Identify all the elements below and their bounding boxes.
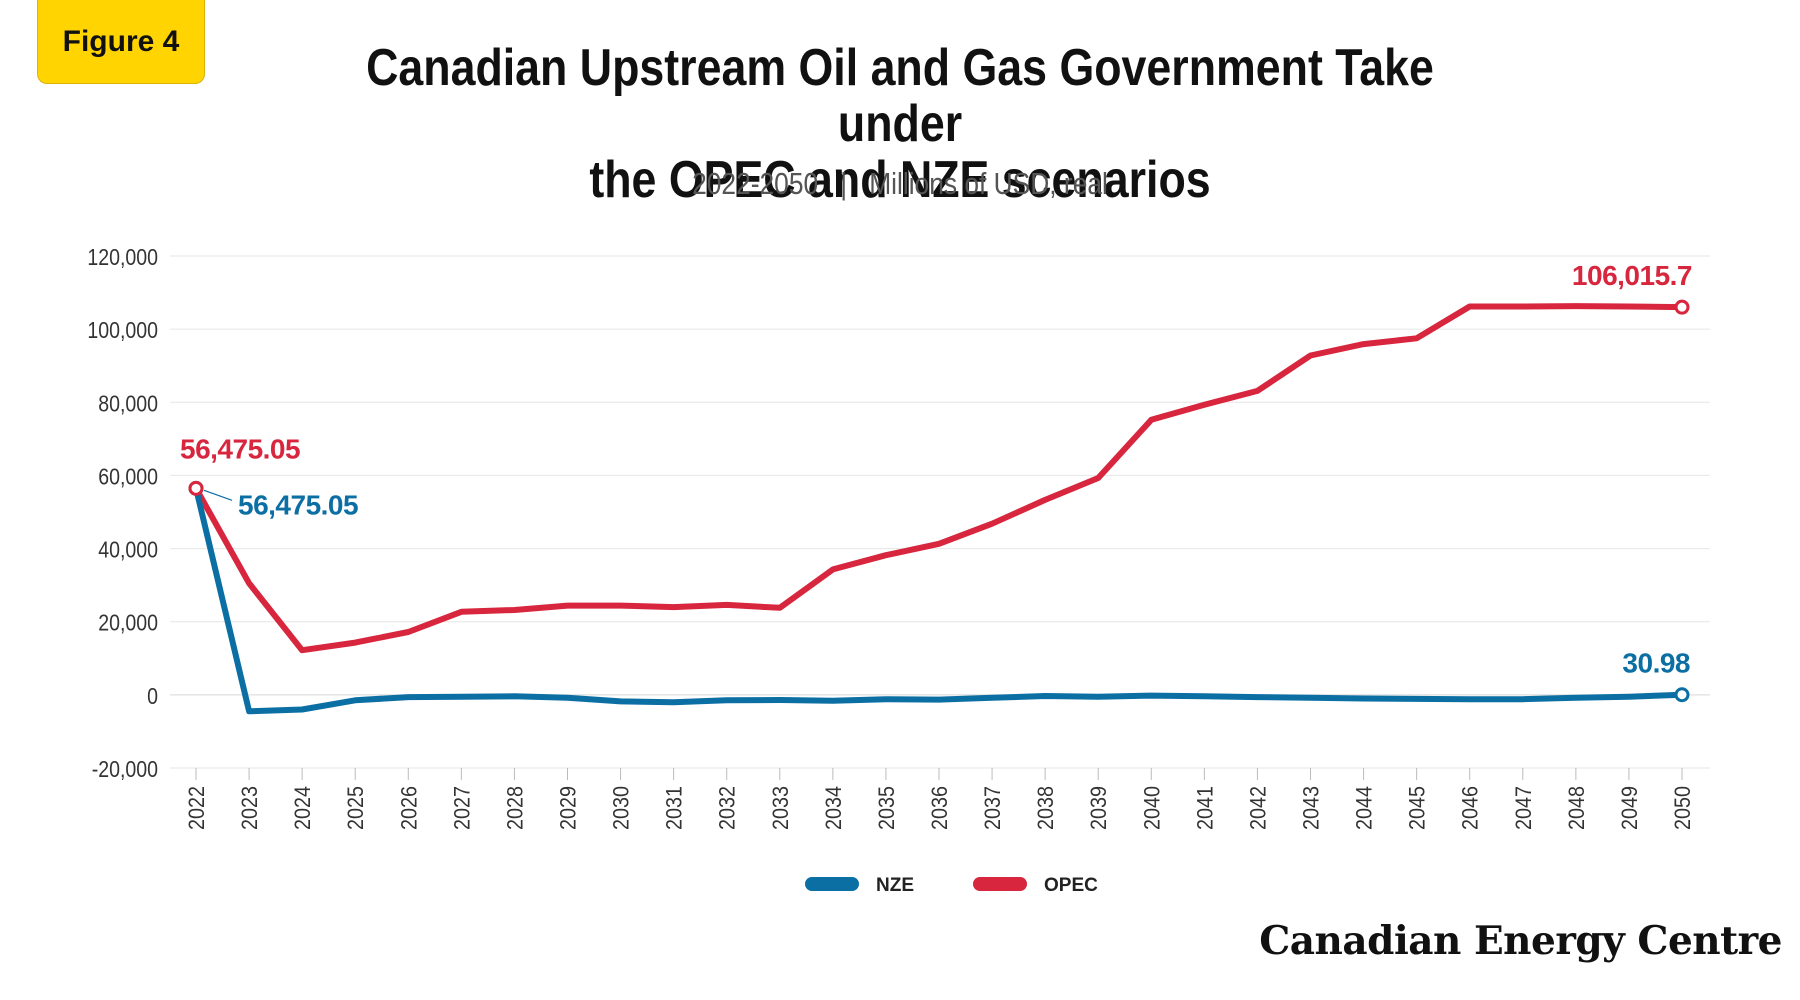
endpoint-marker-nze xyxy=(1674,687,1690,703)
x-tick-label: 2032 xyxy=(716,786,740,830)
endpoint-marker-opec xyxy=(188,480,204,496)
series-line-nze xyxy=(193,485,1685,715)
x-tick-label: 2031 xyxy=(663,786,687,830)
x-tick-label: 2038 xyxy=(1034,786,1058,830)
x-tick-label: 2035 xyxy=(875,786,899,830)
endpoint-marker-opec xyxy=(1674,299,1690,315)
x-tick-label: 2050 xyxy=(1671,786,1695,830)
x-tick-label: 2030 xyxy=(610,786,634,830)
legend-label-nze: NZE xyxy=(876,875,914,896)
x-tick-label: 2041 xyxy=(1193,786,1217,830)
x-tick-label: 2036 xyxy=(928,786,952,830)
data-label-opec: 106,015.7 xyxy=(1572,260,1692,291)
x-tick-label: 2049 xyxy=(1618,786,1642,830)
figure-badge: Figure 4 xyxy=(37,0,205,84)
x-tick-label: 2042 xyxy=(1247,786,1271,830)
x-tick-label: 2022 xyxy=(185,786,209,830)
chart-title: Canadian Upstream Oil and Gas Government… xyxy=(341,40,1459,208)
y-tick-label: 0 xyxy=(147,683,158,709)
chart-title-line-2: the OPEC and NZE scenarios xyxy=(589,151,1211,209)
x-tick-label: 2029 xyxy=(557,786,581,830)
x-tick-label: 2027 xyxy=(450,786,474,830)
chart-title-line-1: Canadian Upstream Oil and Gas Government… xyxy=(366,39,1434,153)
x-tick-label: 2026 xyxy=(397,786,421,830)
y-tick-label: 40,000 xyxy=(98,537,158,563)
data-label-nze: 30.98 xyxy=(1622,648,1690,679)
x-tick-label: 2046 xyxy=(1459,786,1483,830)
y-tick-label: 20,000 xyxy=(98,610,158,636)
x-tick-label: 2045 xyxy=(1406,786,1430,830)
y-tick-label: -20,000 xyxy=(92,757,158,783)
y-tick-label: 80,000 xyxy=(98,391,158,417)
subtitle-separator: | xyxy=(840,166,848,201)
y-tick-label: 100,000 xyxy=(87,318,158,344)
x-tick-label: 2043 xyxy=(1300,786,1324,830)
x-tick-label: 2039 xyxy=(1087,786,1111,830)
data-label-nze: 56,475.05 xyxy=(238,489,358,520)
x-tick-label: 2023 xyxy=(238,786,262,830)
chart-subtitle: 2022-2050 | Millions of USD, real xyxy=(560,166,1240,202)
series-line-opec xyxy=(193,303,1685,654)
x-tick-label: 2048 xyxy=(1565,786,1589,830)
brand-logo: Canadian Energy Centre xyxy=(1259,918,1782,964)
x-tick-label: 2040 xyxy=(1140,786,1164,830)
x-tick-label: 2025 xyxy=(344,786,368,830)
y-tick-label: 60,000 xyxy=(98,464,158,490)
x-tick-label: 2047 xyxy=(1512,786,1536,830)
subtitle-period: 2022-2050 xyxy=(692,166,819,201)
x-tick-label: 2037 xyxy=(981,786,1005,830)
x-tick-label: 2028 xyxy=(504,786,528,830)
x-tick-label: 2044 xyxy=(1353,786,1377,830)
y-tick-label: 120,000 xyxy=(87,245,158,271)
subtitle-unit: Millions of USD, real xyxy=(869,166,1108,201)
data-label-opec: 56,475.05 xyxy=(180,433,300,464)
annotation-leader xyxy=(203,489,233,501)
x-tick-label: 2024 xyxy=(291,786,315,830)
x-tick-label: 2033 xyxy=(769,786,793,830)
legend-label-opec: OPEC xyxy=(1044,875,1098,896)
x-tick-label: 2034 xyxy=(822,786,846,830)
